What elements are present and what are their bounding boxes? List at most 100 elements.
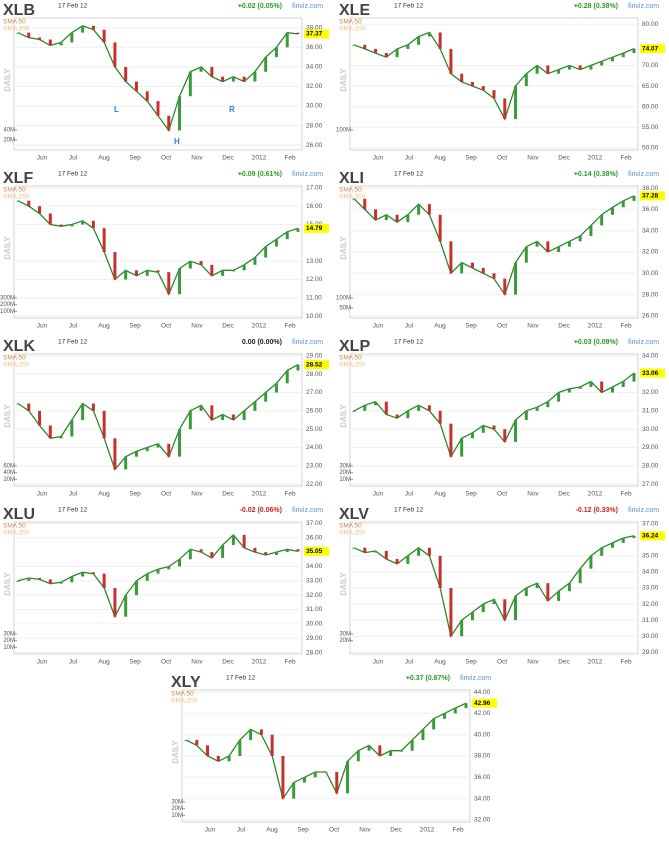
- candle: [70, 224, 74, 227]
- candle: [242, 410, 246, 420]
- source: finviz.com: [292, 3, 323, 10]
- candle: [238, 740, 242, 756]
- y-tick-label: 29.00: [642, 444, 659, 451]
- x-tick-label: Jul: [69, 155, 78, 162]
- x-tick-label: Jul: [405, 659, 414, 666]
- candle: [524, 410, 528, 420]
- candle: [274, 239, 278, 247]
- candle: [167, 272, 171, 295]
- plot-frame: [13, 521, 303, 655]
- x-tick-label: Feb: [620, 323, 632, 330]
- volume-tick-label: 20M: [171, 806, 183, 812]
- candle: [384, 53, 388, 58]
- date: 17 Feb 12: [226, 675, 256, 682]
- candle: [374, 48, 378, 54]
- candle: [610, 57, 614, 62]
- candle: [438, 214, 442, 242]
- candle: [356, 750, 360, 762]
- price-tag-label: 28.52: [306, 361, 323, 368]
- x-tick-label: Sep: [465, 323, 477, 330]
- x-tick-label: 2012: [588, 659, 603, 666]
- x-tick-label: Sep: [465, 491, 477, 498]
- candle: [384, 401, 388, 415]
- candle: [417, 547, 421, 556]
- legend-sma50: SMA 50: [339, 355, 362, 362]
- legend-sma50: SMA 50: [171, 691, 194, 698]
- candle: [253, 71, 257, 82]
- x-tick-label: Nov: [191, 155, 203, 162]
- candle: [167, 115, 171, 131]
- y-tick-label: 25.00: [306, 426, 323, 433]
- legend-sma200: SMA 200: [339, 362, 366, 369]
- candle: [589, 381, 593, 387]
- x-tick-label: Oct: [161, 491, 171, 498]
- x-tick-label: Jul: [69, 491, 78, 498]
- x-tick-label: Oct: [497, 323, 507, 330]
- date: 17 Feb 12: [58, 507, 88, 514]
- x-tick-label: 2012: [252, 659, 267, 666]
- candle: [384, 550, 388, 560]
- candle: [417, 204, 421, 215]
- candle: [610, 542, 614, 548]
- candle: [470, 432, 474, 439]
- x-tick-label: Feb: [284, 491, 296, 498]
- legend-sma200: SMA 200: [3, 362, 30, 369]
- candle: [406, 555, 410, 564]
- candle: [259, 729, 263, 735]
- candle: [113, 42, 117, 67]
- candle: [38, 37, 42, 40]
- candle: [524, 588, 528, 597]
- x-tick-label: Oct: [497, 659, 507, 666]
- candle: [567, 65, 571, 70]
- candle: [557, 591, 561, 601]
- candle: [242, 534, 246, 548]
- candle: [470, 81, 474, 87]
- candle: [610, 207, 614, 215]
- x-tick-label: Jul: [237, 827, 246, 834]
- candle: [481, 604, 485, 613]
- candle: [546, 583, 550, 601]
- y-tick-label: 16.00: [306, 203, 323, 210]
- x-tick-label: Sep: [465, 659, 477, 666]
- candle: [292, 782, 296, 799]
- x-tick-label: Aug: [434, 155, 446, 162]
- x-tick-label: Feb: [452, 827, 464, 834]
- candle: [621, 200, 625, 208]
- candle: [184, 740, 188, 742]
- legend-sma50: SMA 50: [339, 19, 362, 26]
- x-tick-label: 2012: [252, 155, 267, 162]
- candle: [59, 42, 63, 46]
- candle: [188, 410, 192, 430]
- source: finviz.com: [460, 675, 491, 682]
- ticker: XLK: [3, 338, 35, 355]
- y-tick-label: 44.00: [474, 689, 491, 696]
- candle: [492, 273, 496, 279]
- legend-sma200: SMA 200: [171, 698, 198, 705]
- legend-sma50: SMA 50: [3, 19, 26, 26]
- y-tick-label: 34.00: [642, 569, 659, 576]
- candle: [216, 756, 220, 762]
- candle: [438, 555, 442, 588]
- y-tick-label: 23.00: [306, 463, 323, 470]
- x-tick-label: 2012: [588, 491, 603, 498]
- candle: [221, 414, 225, 420]
- candle: [281, 756, 285, 799]
- candle: [632, 195, 636, 201]
- candle: [514, 262, 518, 295]
- axis-label: DAILY: [3, 404, 12, 428]
- legend-sma200: SMA 200: [3, 194, 30, 201]
- candle: [91, 220, 95, 229]
- axis-label: DAILY: [3, 236, 12, 260]
- candle: [406, 214, 410, 223]
- y-tick-label: 28.00: [306, 649, 323, 656]
- candle: [134, 580, 138, 596]
- candle: [600, 61, 604, 66]
- candle: [221, 76, 225, 82]
- candle: [432, 718, 436, 730]
- candle: [578, 236, 582, 242]
- candle: [16, 32, 20, 34]
- x-tick-label: Dec: [558, 323, 570, 330]
- candle: [313, 771, 317, 778]
